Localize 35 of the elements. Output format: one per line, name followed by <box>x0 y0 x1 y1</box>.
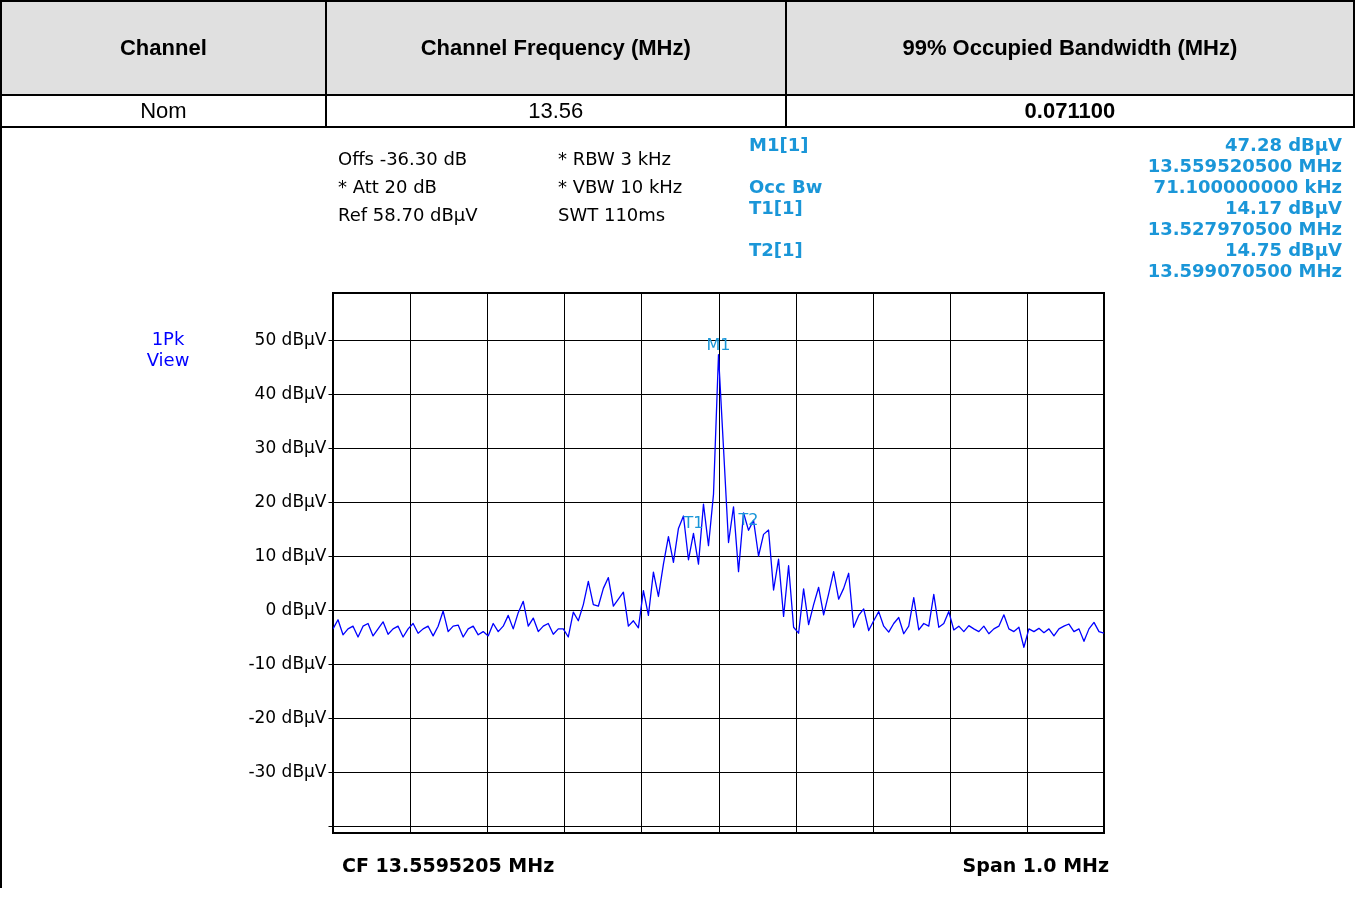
text: 0.071100 <box>785 95 1354 127</box>
text: Nom <box>1 95 326 127</box>
text: Channel <box>1 1 326 95</box>
text: SWT 110ms <box>558 204 666 225</box>
text: T1[1] <box>749 197 803 218</box>
text: 71.100000000 kHz <box>1153 176 1342 197</box>
text: 13.559520500 MHz <box>1147 155 1342 176</box>
text: 14.75 dBµV <box>1225 239 1342 260</box>
y-tick-label: 40 dBµV <box>254 383 327 404</box>
text: 47.28 dBµV <box>1225 134 1342 155</box>
y-tick-label: 20 dBµV <box>254 491 327 512</box>
text: Occ Bw <box>749 176 823 197</box>
y-tick-label: 10 dBµV <box>254 545 327 566</box>
text: 14.17 dBµV <box>1225 197 1342 218</box>
y-tick-label: 50 dBµV <box>254 329 327 350</box>
text: 13.599070500 MHz <box>1147 260 1342 281</box>
text: Ref 58.70 dBµV <box>338 204 478 225</box>
text: T2[1] <box>749 239 803 260</box>
y-tick-label: -20 dBµV <box>248 707 327 728</box>
text: * RBW 3 kHz <box>558 148 672 169</box>
text: M1[1] <box>749 134 809 155</box>
y-tick-label: 30 dBµV <box>254 437 327 458</box>
y-tick-label: -30 dBµV <box>248 761 327 782</box>
text: 13.527970500 MHz <box>1147 218 1342 239</box>
text: 13.56 <box>325 95 786 127</box>
y-tick-label: 0 dBµV <box>265 599 327 620</box>
text: Channel Frequency (MHz) <box>325 1 786 95</box>
text: 1Pk View <box>145 328 191 370</box>
text: 99% Occupied Bandwidth (MHz) <box>785 1 1354 95</box>
text: CF 13.5595205 MHz <box>342 854 555 876</box>
text: * VBW 10 kHz <box>558 176 683 197</box>
text: Offs -36.30 dB <box>338 148 468 169</box>
y-tick-label: -10 dBµV <box>248 653 327 674</box>
text: Span 1.0 MHz <box>962 854 1109 876</box>
text: * Att 20 dB <box>338 176 437 197</box>
